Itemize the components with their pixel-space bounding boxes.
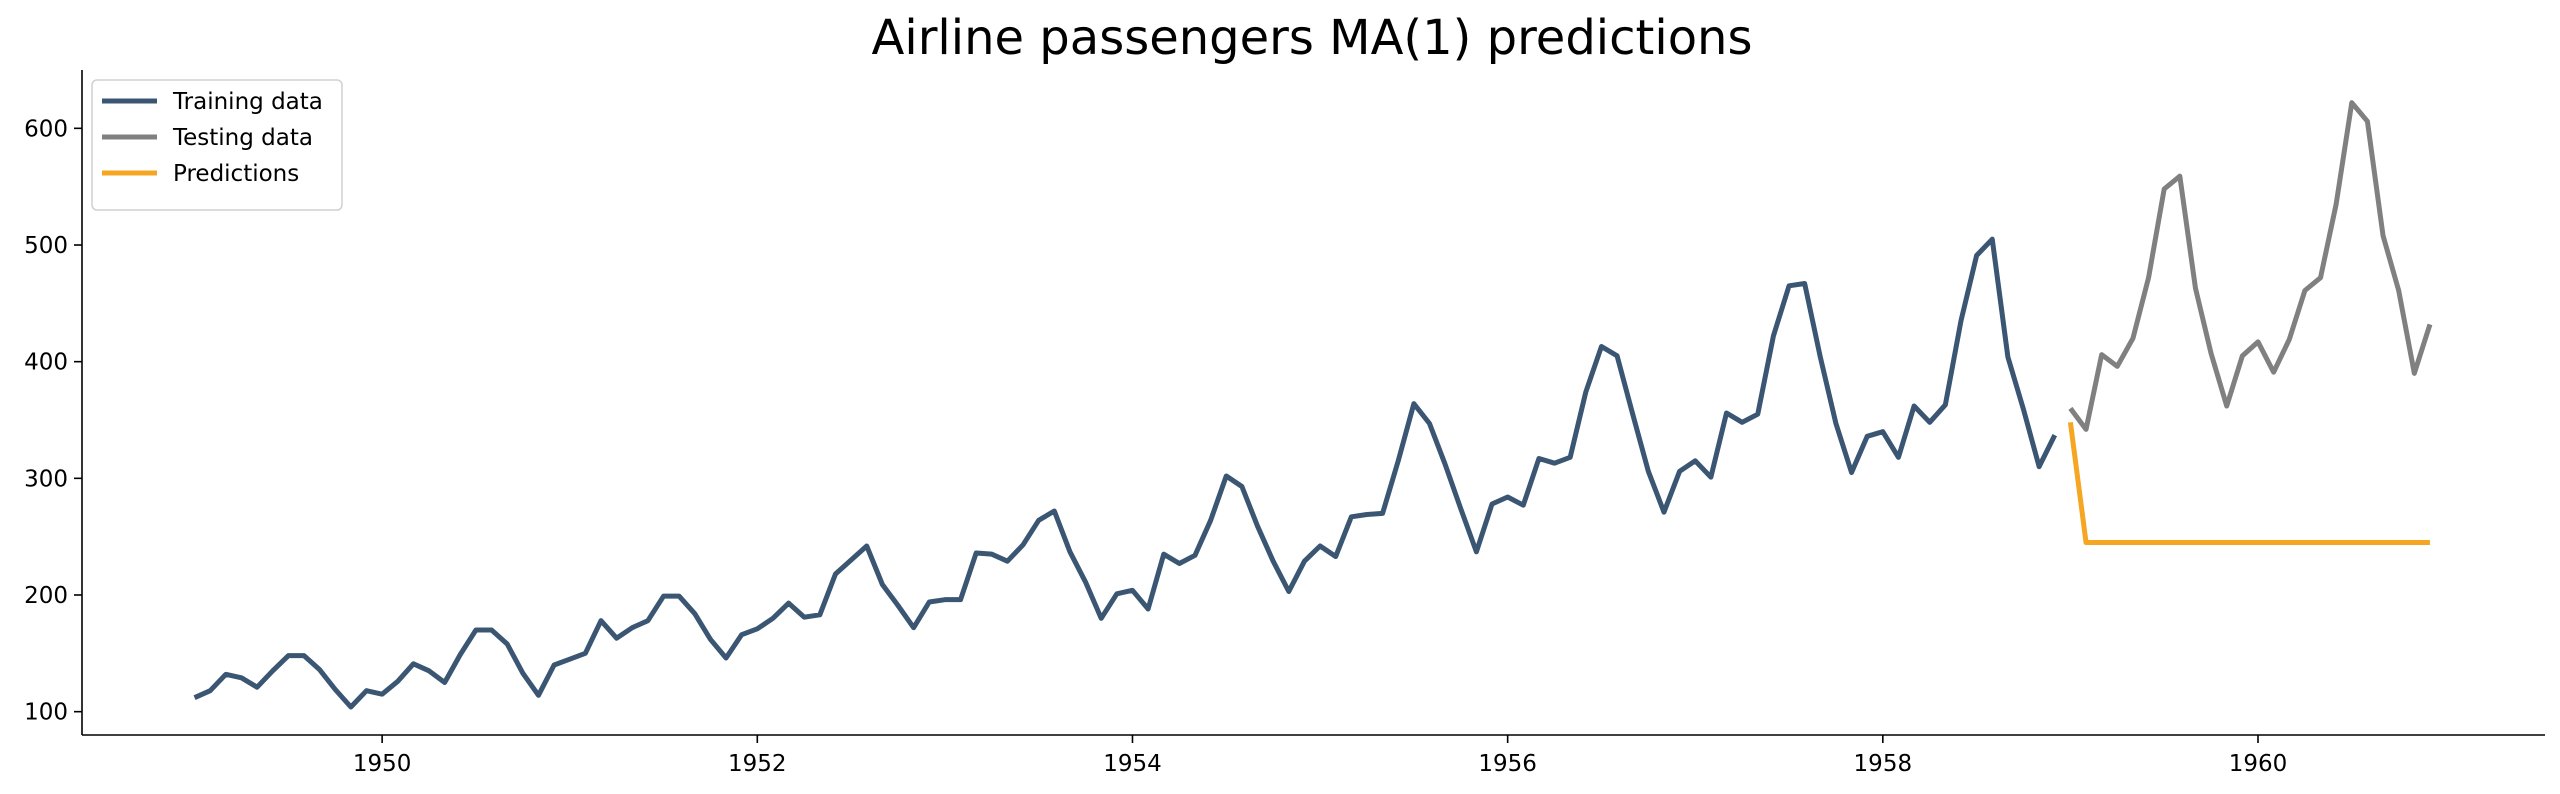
y-tick-label: 300 <box>24 466 68 492</box>
x-tick-label: 1958 <box>1854 751 1913 777</box>
x-tick-label: 1950 <box>353 751 412 777</box>
y-tick-label: 400 <box>24 350 68 376</box>
axes: 1950 1952 1954 1956 1958 1960 100 200 300 400 500 6… <box>24 70 2545 777</box>
legend: Training data Testing data Predictions <box>91 79 343 211</box>
series-line-predictions <box>2067 422 2430 545</box>
y-tick-label: 200 <box>24 583 68 609</box>
x-tick-label: 1956 <box>1478 751 1537 777</box>
x-tick-label: 1954 <box>1103 751 1162 777</box>
series-line-training-data <box>193 236 2058 710</box>
y-tick-label: 500 <box>24 233 68 259</box>
plot-lines <box>193 100 2433 710</box>
legend-label-training-data: Training data <box>172 89 323 115</box>
x-tick-label: 1960 <box>2229 751 2288 777</box>
legend-label-testing-data: Testing data <box>172 125 313 151</box>
legend-frame <box>91 79 343 211</box>
y-tick-label: 100 <box>24 700 68 726</box>
y-tick-label: 600 <box>24 116 68 142</box>
legend-label-predictions: Predictions <box>173 161 299 187</box>
series-line-testing-data <box>2068 100 2433 432</box>
chart-title: Airline passengers MA(1) predictions <box>872 10 1753 66</box>
x-tick-label: 1952 <box>728 751 787 777</box>
